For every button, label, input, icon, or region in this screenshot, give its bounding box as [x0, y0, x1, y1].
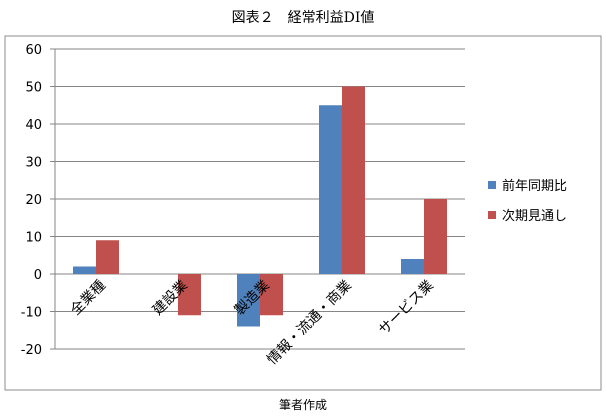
- bar-series1-3: [319, 105, 342, 274]
- y-tick-label: -10: [21, 306, 42, 321]
- y-tick-label: 20: [25, 193, 42, 208]
- bar-series1-2: [237, 274, 260, 327]
- y-tick-label: 10: [25, 231, 42, 246]
- bar-series2-4: [424, 199, 447, 274]
- bar-series2-3: [342, 86, 365, 274]
- bar-series1-0: [73, 266, 96, 274]
- legend-swatch: [488, 181, 496, 189]
- source-note: 筆者作成: [279, 398, 327, 412]
- y-tick-label: -20: [21, 343, 42, 358]
- bars: [73, 86, 447, 327]
- legend-swatch: [488, 211, 496, 219]
- y-tick-label: 60: [25, 43, 42, 58]
- legend-label: 前年同期比: [502, 178, 567, 194]
- y-tick-label: 50: [25, 81, 42, 96]
- y-tick-label: 30: [25, 156, 42, 171]
- legend-label: 次期見通し: [502, 208, 567, 224]
- bar-series1-4: [401, 259, 424, 274]
- bar-series2-0: [96, 240, 119, 274]
- chart-border: [4, 35, 602, 391]
- bar-series2-2: [260, 274, 283, 316]
- y-tick-label: 40: [25, 118, 42, 133]
- bar-series2-1: [178, 274, 201, 316]
- y-tick-labels: 60 50 40 30 20 10 0 -10 -20: [21, 43, 55, 358]
- chart-title: 図表２ 経常利益DI値: [232, 10, 375, 26]
- y-tick-label: 0: [34, 268, 42, 283]
- gridlines: [55, 48, 465, 350]
